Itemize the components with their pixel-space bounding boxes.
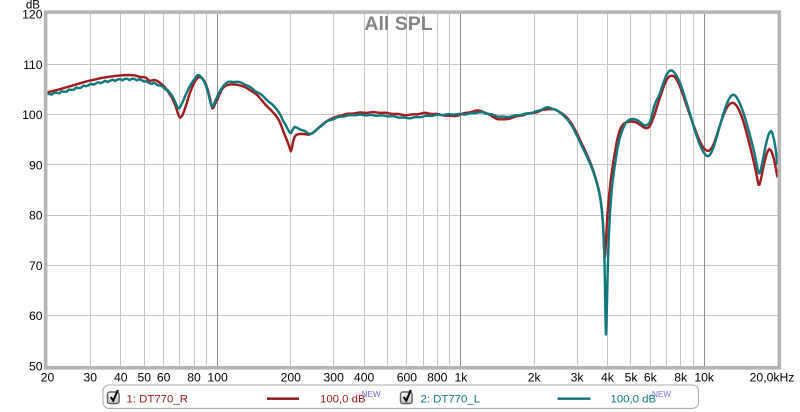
svg-text:50: 50: [29, 360, 43, 374]
svg-text:110: 110: [23, 58, 43, 72]
svg-text:60: 60: [29, 309, 43, 323]
svg-text:600: 600: [397, 371, 418, 385]
svg-text:2k: 2k: [528, 371, 542, 385]
svg-text:dB: dB: [26, 0, 40, 12]
svg-text:80: 80: [29, 209, 43, 223]
svg-text:100,0 dB: 100,0 dB: [320, 393, 366, 405]
svg-text:5k: 5k: [625, 371, 639, 385]
svg-text:2: DT770_L: 2: DT770_L: [421, 393, 481, 405]
svg-text:All SPL: All SPL: [364, 13, 432, 35]
svg-text:NEW: NEW: [652, 390, 671, 399]
svg-text:NEW: NEW: [362, 390, 381, 399]
svg-text:200: 200: [281, 371, 302, 385]
svg-text:20: 20: [41, 371, 55, 385]
svg-text:30: 30: [84, 371, 98, 385]
svg-text:80: 80: [187, 371, 201, 385]
svg-text:10k: 10k: [694, 371, 715, 385]
svg-text:100: 100: [207, 371, 228, 385]
svg-text:4k: 4k: [601, 371, 615, 385]
svg-text:60: 60: [157, 371, 171, 385]
svg-text:70: 70: [29, 259, 43, 273]
svg-text:3k: 3k: [571, 371, 585, 385]
svg-text:40: 40: [114, 371, 128, 385]
svg-text:6k: 6k: [644, 371, 658, 385]
svg-text:90: 90: [29, 158, 43, 172]
svg-text:8k: 8k: [674, 371, 688, 385]
svg-text:300: 300: [324, 371, 345, 385]
svg-text:100: 100: [22, 108, 43, 122]
svg-text:120: 120: [22, 8, 43, 22]
svg-text:1k: 1k: [454, 371, 468, 385]
svg-text:400: 400: [354, 371, 375, 385]
svg-text:50: 50: [138, 371, 152, 385]
svg-text:20,0kHz: 20,0kHz: [750, 371, 795, 385]
svg-text:1: DT770_R: 1: DT770_R: [127, 393, 188, 405]
svg-text:800: 800: [427, 371, 448, 385]
svg-text:100,0 dB: 100,0 dB: [611, 393, 657, 405]
